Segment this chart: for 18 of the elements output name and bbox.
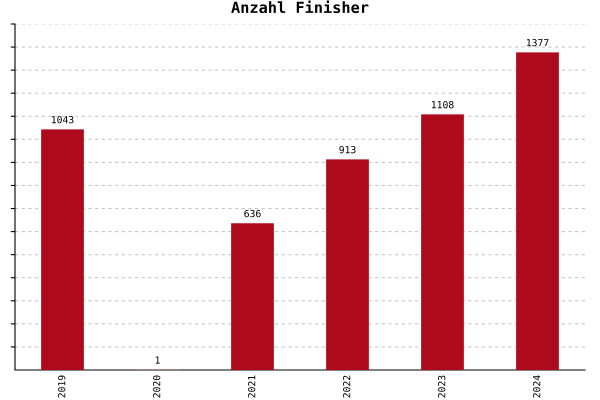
bar bbox=[231, 223, 274, 370]
x-tick-label: 2024 bbox=[532, 375, 540, 398]
bar bbox=[516, 52, 559, 370]
x-tick-label: 2022 bbox=[342, 376, 350, 398]
chart-title: Anzahl Finisher bbox=[231, 0, 368, 14]
data-label: 1043 bbox=[52, 116, 74, 124]
bar bbox=[421, 114, 464, 370]
data-label: 913 bbox=[339, 146, 356, 154]
bar bbox=[326, 159, 369, 370]
x-tick-label: 2019 bbox=[58, 376, 66, 398]
data-label: 1377 bbox=[526, 38, 548, 46]
data-label: 636 bbox=[244, 210, 261, 218]
x-tick-label: 2020 bbox=[152, 375, 160, 398]
data-label: 1108 bbox=[432, 101, 454, 108]
bar bbox=[41, 129, 84, 370]
x-tick-label: 2023 bbox=[438, 376, 446, 398]
data-label: 1 bbox=[156, 356, 160, 364]
x-tick-label: 2021 bbox=[248, 376, 256, 398]
